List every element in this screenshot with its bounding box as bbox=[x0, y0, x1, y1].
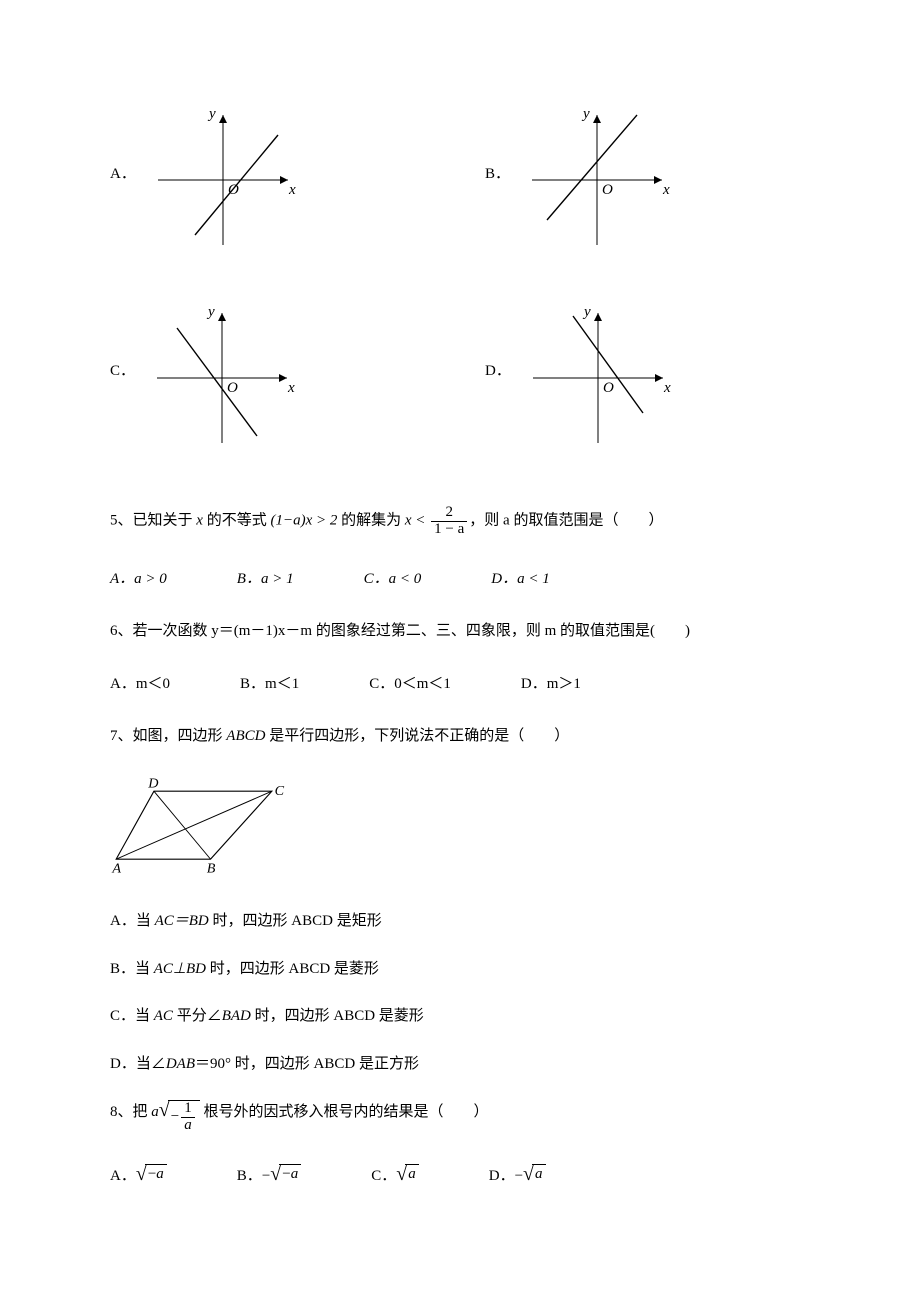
option-B-label: B． bbox=[485, 163, 510, 186]
svg-text:x: x bbox=[288, 182, 296, 198]
svg-text:y: y bbox=[207, 106, 216, 122]
q7-stem: 7、如图，四边形 ABCD 是平行四边形，下列说法不正确的是（ ） bbox=[110, 725, 810, 748]
q8-choice-B: B．−√−a bbox=[237, 1164, 301, 1188]
svg-text:B: B bbox=[207, 860, 216, 876]
graph-D: x y O bbox=[523, 298, 810, 466]
q7-opt-C: C．当 AC 平分∠BAD 时，四边形 ABCD 是菱形 bbox=[110, 1005, 810, 1028]
q6-choice-A: A．m＜0 bbox=[110, 673, 170, 696]
svg-text:x: x bbox=[663, 380, 671, 396]
svg-text:y: y bbox=[581, 106, 590, 122]
t: 的不等式 bbox=[203, 513, 271, 529]
exam-page: A． x y O B． bbox=[0, 0, 920, 1302]
q4-graph-options: A． x y O B． bbox=[110, 100, 810, 465]
svg-text:O: O bbox=[602, 182, 613, 198]
t: x < bbox=[405, 513, 429, 529]
q6-text: 若一次函数 y＝(m－1)x－m 的图象经过第二、三、四象限，则 m 的取值范围… bbox=[133, 623, 691, 639]
option-A-row: A． x y O bbox=[110, 100, 435, 268]
q7-diagram: A B C D bbox=[110, 778, 810, 886]
svg-text:x: x bbox=[287, 380, 295, 396]
option-B-row: B． x y O bbox=[485, 100, 810, 268]
option-C-label: C． bbox=[110, 360, 135, 383]
option-D-row: D． x y O bbox=[485, 298, 810, 466]
q6-number: 6、 bbox=[110, 623, 133, 639]
t: 是平行四边形，下列说法不正确的是（ ） bbox=[265, 728, 569, 744]
svg-text:x: x bbox=[662, 182, 670, 198]
svg-text:D: D bbox=[147, 778, 158, 791]
q5-choice-A: A．a > 0 bbox=[110, 568, 167, 591]
q5-number: 5、 bbox=[110, 513, 133, 529]
fraction: 21 − a bbox=[431, 505, 467, 538]
svg-text:A: A bbox=[111, 860, 121, 876]
graph-B: x y O bbox=[522, 100, 810, 268]
t: 如图，四边形 bbox=[133, 728, 227, 744]
q8-choices: A．√−a B．−√−a C．√a D．−√a bbox=[110, 1164, 810, 1188]
option-D-label: D． bbox=[485, 360, 511, 383]
svg-text:y: y bbox=[206, 304, 215, 320]
q8-choice-D: D．−√a bbox=[489, 1164, 546, 1188]
t: ，则 a 的取值范围是（ ） bbox=[469, 513, 663, 529]
svg-text:O: O bbox=[603, 380, 614, 396]
svg-text:C: C bbox=[275, 782, 285, 798]
t: x bbox=[196, 513, 203, 529]
q5-stem: 5、已知关于 x 的不等式 (1−a)x > 2 的解集为 x < 21 − a… bbox=[110, 505, 810, 538]
q7-number: 7、 bbox=[110, 728, 133, 744]
t: (1−a)x > 2 bbox=[270, 513, 337, 529]
q5-choice-B: B．a > 1 bbox=[237, 568, 294, 591]
option-C-row: C． x y O bbox=[110, 298, 435, 466]
q8-number: 8、 bbox=[110, 1104, 133, 1120]
t: ABCD bbox=[226, 728, 265, 744]
q6-stem: 6、若一次函数 y＝(m－1)x－m 的图象经过第二、三、四象限，则 m 的取值… bbox=[110, 620, 810, 643]
q6-choice-B: B．m＜1 bbox=[240, 673, 299, 696]
t: 已知关于 bbox=[133, 513, 197, 529]
q7-options: A．当 AC＝BD 时，四边形 ABCD 是矩形 B．当 AC⊥BD 时，四边形… bbox=[110, 910, 810, 1075]
q8-stem: 8、把 a√−1a 根号外的因式移入根号内的结果是（ ） bbox=[110, 1100, 810, 1134]
q8-choice-A: A．√−a bbox=[110, 1164, 167, 1188]
q8-choice-C: C．√a bbox=[371, 1164, 419, 1188]
t: 的解集为 bbox=[337, 513, 405, 529]
q7-opt-A: A．当 AC＝BD 时，四边形 ABCD 是矩形 bbox=[110, 910, 810, 933]
q6-choices: A．m＜0 B．m＜1 C．0＜m＜1 D．m＞1 bbox=[110, 673, 810, 696]
svg-text:y: y bbox=[582, 304, 591, 320]
q7-opt-B: B．当 AC⊥BD 时，四边形 ABCD 是菱形 bbox=[110, 958, 810, 981]
q6-choice-C: C．0＜m＜1 bbox=[369, 673, 451, 696]
graph-C: x y O bbox=[147, 298, 435, 466]
graph-A: x y O bbox=[148, 100, 435, 268]
q5-choice-C: C．a < 0 bbox=[364, 568, 422, 591]
radical-icon: √−1a bbox=[159, 1100, 200, 1134]
q6-choice-D: D．m＞1 bbox=[521, 673, 581, 696]
svg-text:O: O bbox=[227, 380, 238, 396]
q5-choices: A．a > 0 B．a > 1 C．a < 0 D．a < 1 bbox=[110, 568, 810, 591]
q5-choice-D: D．a < 1 bbox=[491, 568, 549, 591]
q7-opt-D: D．当∠DAB＝90° 时，四边形 ABCD 是正方形 bbox=[110, 1053, 810, 1076]
option-A-label: A． bbox=[110, 163, 136, 186]
